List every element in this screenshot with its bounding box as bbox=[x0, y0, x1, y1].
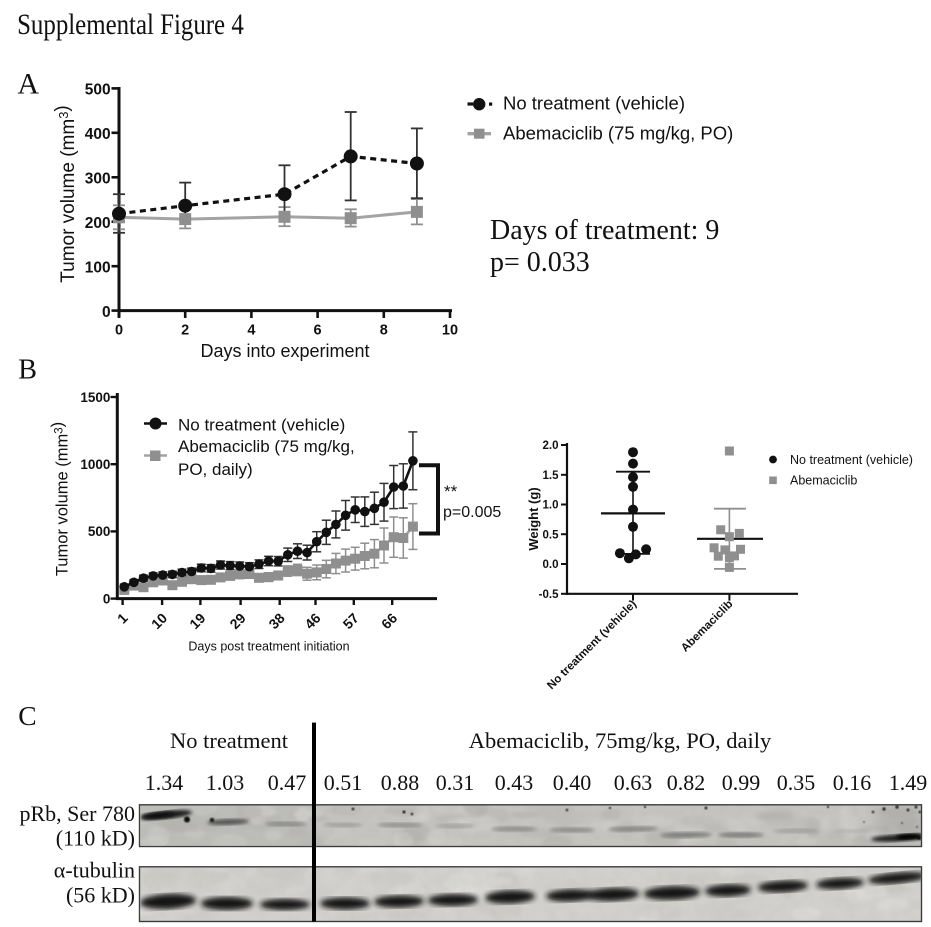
svg-text:No treatment (vehicle): No treatment (vehicle) bbox=[790, 453, 913, 467]
svg-text:0.0: 0.0 bbox=[543, 559, 559, 571]
svg-text:A: A bbox=[17, 67, 39, 100]
svg-text:No treatment: No treatment bbox=[170, 728, 289, 753]
svg-text:-0.5: -0.5 bbox=[539, 589, 559, 601]
svg-text:29: 29 bbox=[226, 610, 248, 632]
svg-text:1000: 1000 bbox=[80, 457, 110, 472]
svg-text:0.63: 0.63 bbox=[614, 770, 653, 795]
svg-text:0.35: 0.35 bbox=[777, 770, 816, 795]
svg-text:1: 1 bbox=[114, 610, 131, 627]
svg-text:6: 6 bbox=[314, 322, 322, 338]
svg-text:300: 300 bbox=[85, 170, 111, 187]
svg-text:Abemaciclib: Abemaciclib bbox=[679, 598, 735, 654]
svg-text:No treatment (vehicle): No treatment (vehicle) bbox=[545, 598, 639, 692]
svg-text:No treatment (vehicle): No treatment (vehicle) bbox=[503, 93, 685, 114]
svg-text:No treatment (vehicle): No treatment (vehicle) bbox=[178, 416, 345, 435]
svg-text:Days post treatment initiation: Days post treatment initiation bbox=[188, 640, 349, 654]
svg-text:(56 kD): (56 kD) bbox=[66, 883, 135, 908]
svg-text:Tumor volume (mm3): Tumor volume (mm3) bbox=[49, 422, 72, 576]
svg-text:19: 19 bbox=[186, 610, 208, 632]
svg-text:C: C bbox=[18, 700, 36, 731]
svg-text:8: 8 bbox=[380, 322, 388, 338]
svg-text:1.0: 1.0 bbox=[543, 500, 559, 512]
svg-text:(110 kD): (110 kD) bbox=[56, 826, 135, 851]
svg-text:2.0: 2.0 bbox=[543, 440, 559, 452]
svg-text:100: 100 bbox=[85, 259, 111, 276]
svg-text:46: 46 bbox=[301, 610, 323, 632]
svg-text:Weight (g): Weight (g) bbox=[526, 487, 541, 550]
svg-text:400: 400 bbox=[85, 126, 111, 143]
svg-text:0.5: 0.5 bbox=[543, 529, 560, 541]
svg-text:0: 0 bbox=[102, 304, 111, 321]
svg-text:Abemaciclib: Abemaciclib bbox=[790, 474, 857, 488]
svg-text:0.88: 0.88 bbox=[381, 770, 420, 795]
svg-text:Abemaciclib, 75mg/kg, PO, dail: Abemaciclib, 75mg/kg, PO, daily bbox=[469, 728, 772, 753]
svg-text:0.31: 0.31 bbox=[436, 770, 475, 795]
svg-text:Days into experiment: Days into experiment bbox=[200, 341, 369, 361]
svg-text:0.82: 0.82 bbox=[667, 770, 706, 795]
svg-text:0: 0 bbox=[115, 322, 123, 338]
svg-text:10: 10 bbox=[148, 610, 170, 632]
svg-text:Supplemental Figure 4: Supplemental Figure 4 bbox=[17, 7, 244, 41]
svg-text:**: ** bbox=[444, 482, 458, 501]
svg-text:PO, daily): PO, daily) bbox=[178, 460, 253, 479]
svg-text:0.51: 0.51 bbox=[324, 770, 363, 795]
svg-text:α-tubulin: α-tubulin bbox=[54, 858, 135, 883]
svg-text:66: 66 bbox=[378, 610, 400, 632]
svg-text:1500: 1500 bbox=[80, 390, 110, 405]
svg-text:p= 0.033: p= 0.033 bbox=[490, 247, 590, 278]
svg-text:0.47: 0.47 bbox=[268, 770, 307, 795]
svg-text:p=0.005: p=0.005 bbox=[443, 504, 501, 521]
svg-text:1.49: 1.49 bbox=[889, 770, 928, 795]
svg-text:500: 500 bbox=[88, 524, 111, 539]
svg-text:2: 2 bbox=[181, 322, 189, 338]
svg-text:38: 38 bbox=[265, 610, 287, 632]
svg-text:500: 500 bbox=[85, 82, 111, 99]
svg-text:57: 57 bbox=[340, 610, 362, 632]
svg-text:0: 0 bbox=[103, 591, 111, 606]
svg-text:Tumor volume (mm3): Tumor volume (mm3) bbox=[52, 105, 79, 283]
svg-text:B: B bbox=[18, 355, 37, 386]
svg-text:0.99: 0.99 bbox=[722, 770, 761, 795]
svg-text:0.40: 0.40 bbox=[553, 770, 592, 795]
svg-text:pRb, Ser 780: pRb, Ser 780 bbox=[20, 801, 136, 826]
svg-text:Days of treatment: 9: Days of treatment: 9 bbox=[490, 215, 719, 246]
svg-text:0.16: 0.16 bbox=[833, 770, 872, 795]
svg-text:200: 200 bbox=[85, 215, 111, 232]
svg-text:1.34: 1.34 bbox=[145, 770, 184, 795]
svg-text:Abemaciclib (75 mg/kg, PO): Abemaciclib (75 mg/kg, PO) bbox=[503, 123, 733, 144]
svg-text:1.03: 1.03 bbox=[206, 770, 245, 795]
svg-text:4: 4 bbox=[247, 322, 255, 338]
svg-text:Abemaciclib (75 mg/kg,: Abemaciclib (75 mg/kg, bbox=[178, 437, 355, 456]
svg-text:10: 10 bbox=[442, 322, 458, 338]
svg-text:0.43: 0.43 bbox=[495, 770, 534, 795]
svg-text:1.5: 1.5 bbox=[543, 470, 560, 482]
